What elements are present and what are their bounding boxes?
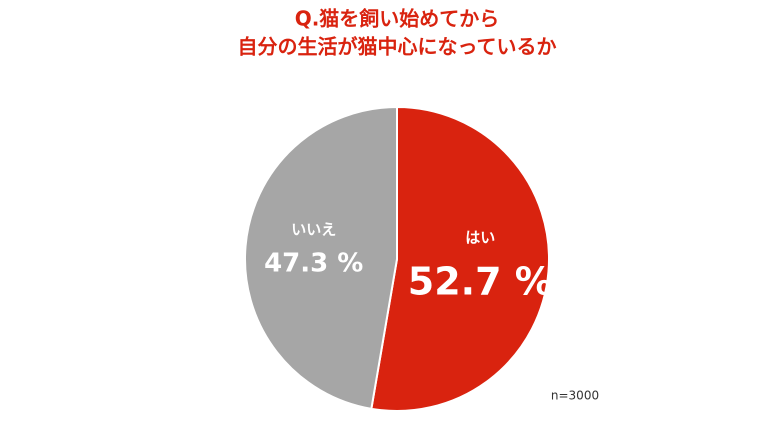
pie-slice — [370, 105, 550, 412]
slice-label: いいえ — [291, 220, 336, 238]
slice-label: はい — [465, 229, 495, 247]
chart-title: 自分の生活が猫中心になっているか — [238, 35, 557, 59]
chart-title: Q.猫を飼い始めてから — [295, 7, 500, 31]
slice-value-label: 52.7 % — [408, 260, 553, 304]
slice-value-label: 47.3 % — [264, 248, 363, 278]
sample-note: n=3000 — [551, 389, 599, 403]
pie-slice — [244, 105, 398, 410]
